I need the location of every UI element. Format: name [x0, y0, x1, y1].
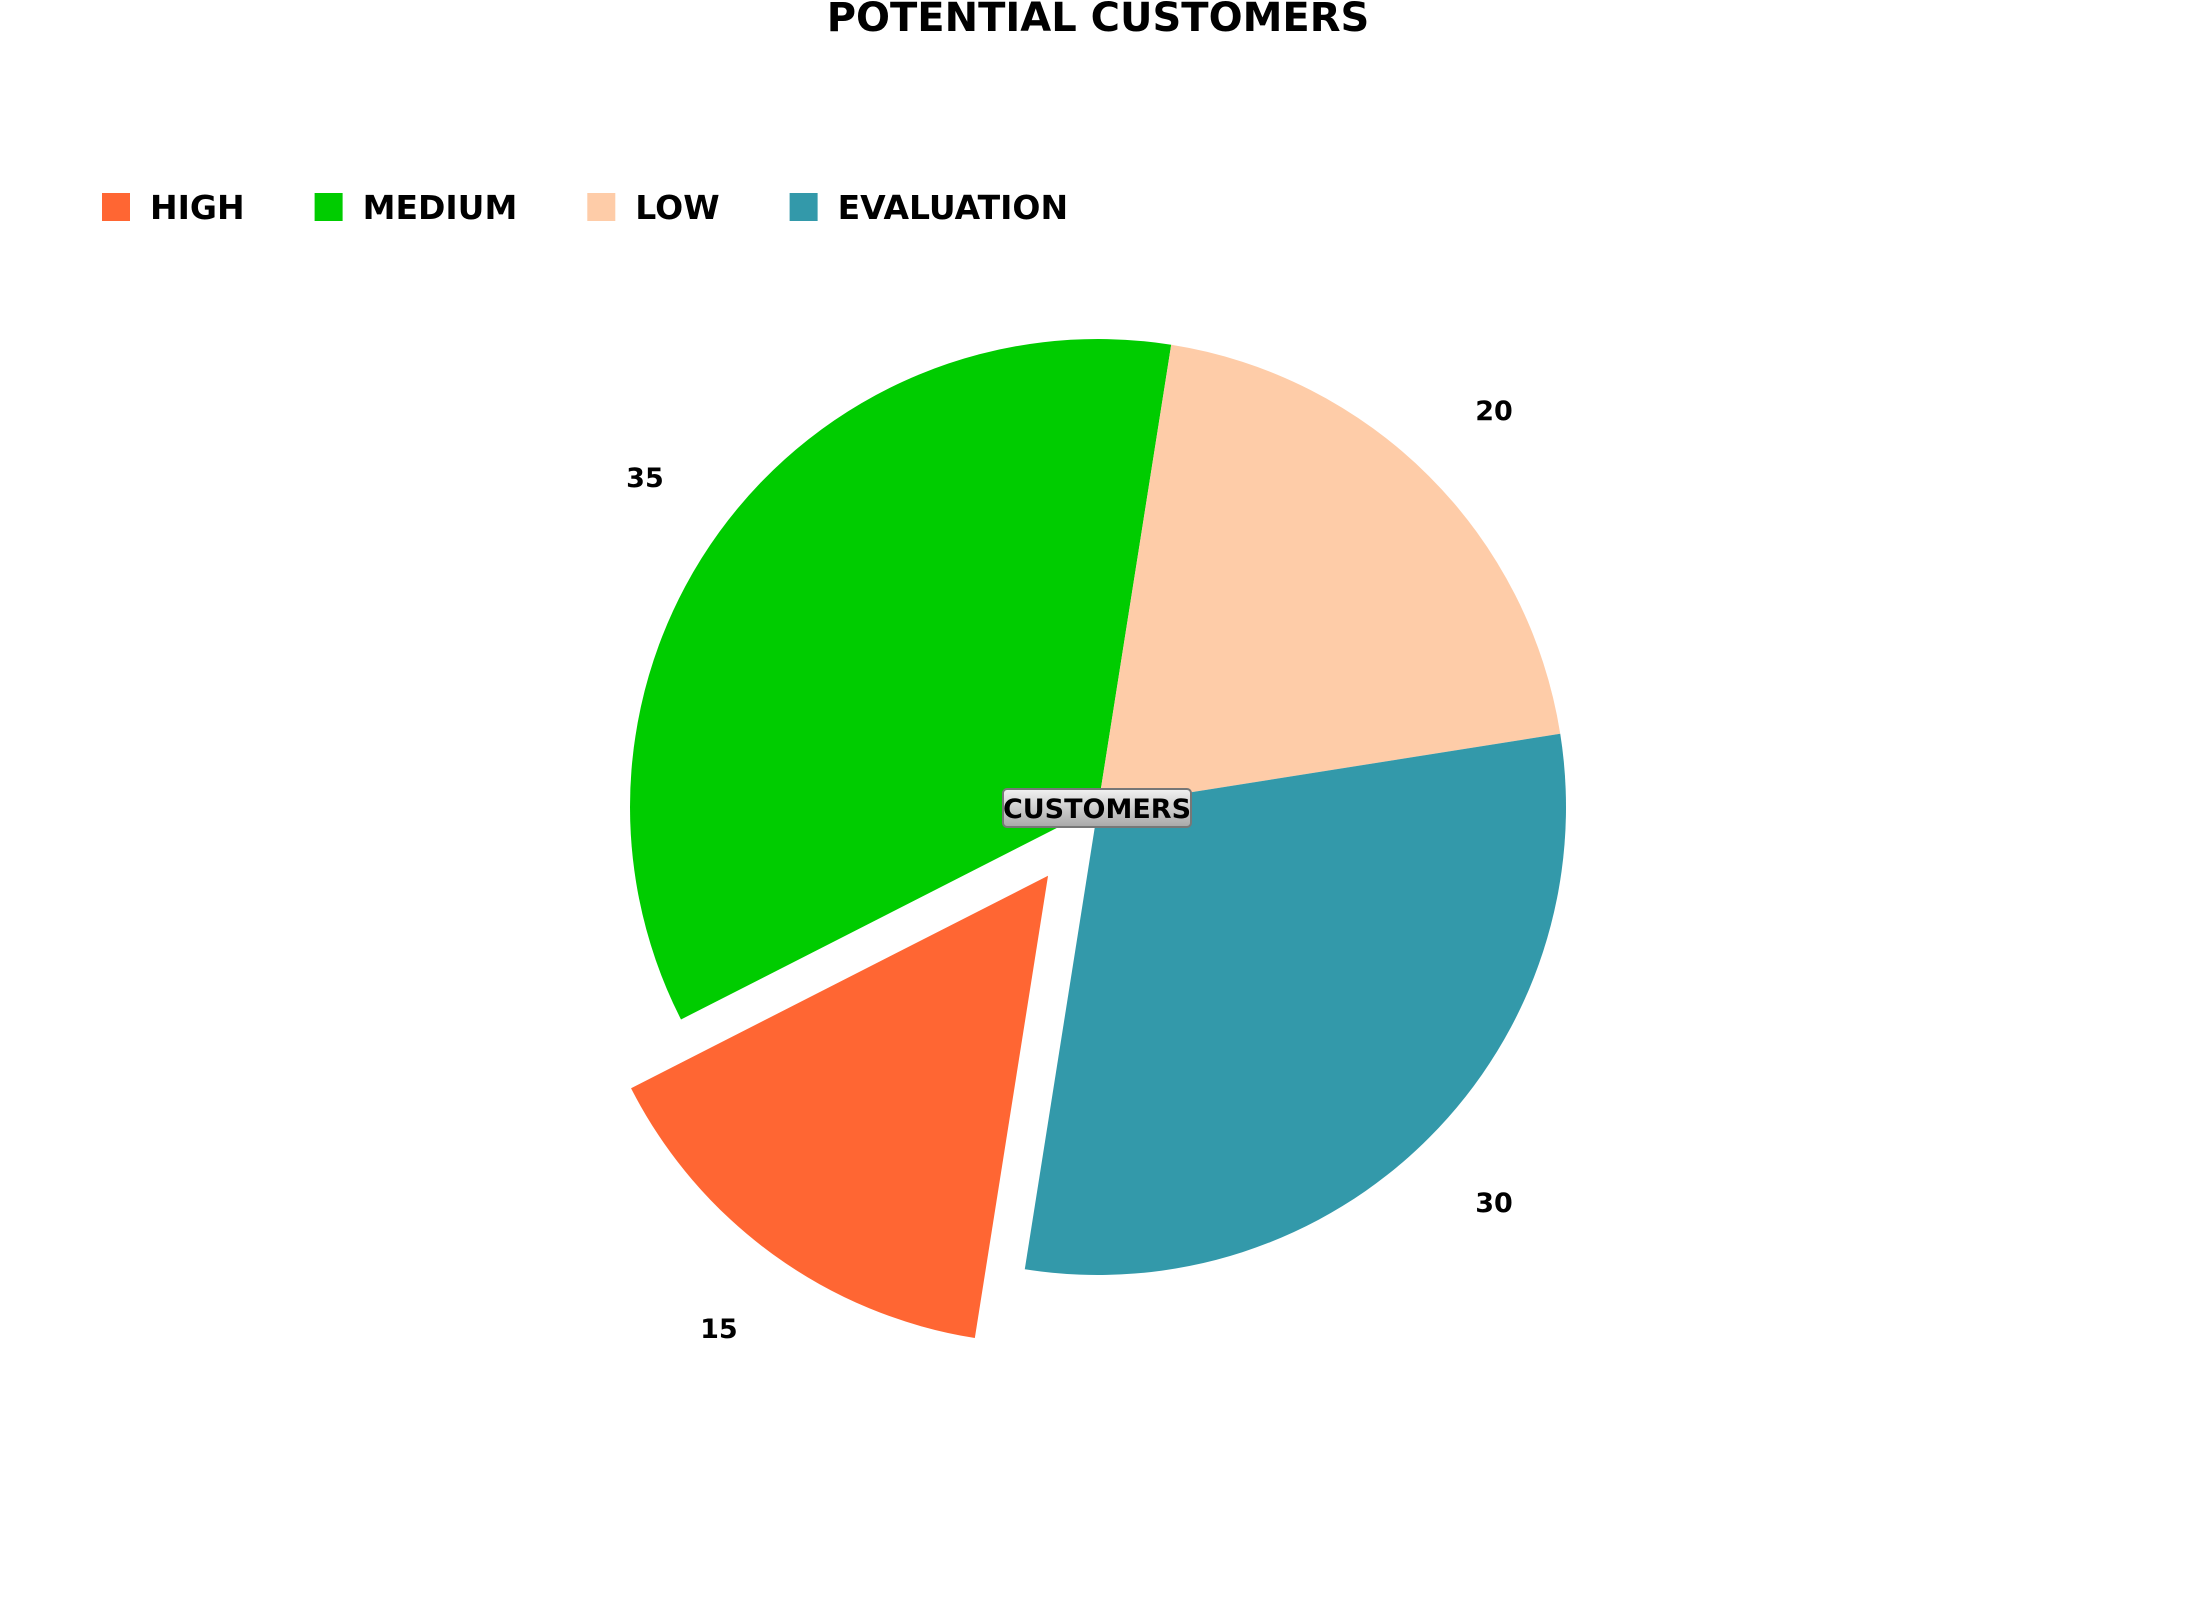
- legend-label-high: High: [150, 188, 245, 227]
- legend-item-evaluation[interactable]: Evaluation: [789, 188, 1068, 227]
- legend-label-medium: Medium: [363, 188, 518, 227]
- slice-value-label-high: 15: [700, 1314, 738, 1345]
- legend-label-evaluation: Evaluation: [838, 188, 1068, 227]
- center-label: Customers: [1002, 788, 1192, 828]
- slice-value-labels: 15 35 20 30: [626, 396, 1513, 1345]
- legend-label-low: Low: [635, 188, 719, 227]
- legend-swatch-medium: [314, 193, 343, 221]
- legend-item-low[interactable]: Low: [587, 188, 720, 227]
- pie-slice-medium: [630, 339, 1172, 1020]
- center-label-text: Customers: [1003, 794, 1191, 825]
- slice-value-label-evaluation: 30: [1475, 1188, 1513, 1219]
- legend-swatch-evaluation: [789, 193, 818, 221]
- slice-value-label-medium: 35: [626, 463, 664, 494]
- center-label-box: [1002, 788, 1192, 828]
- pie-slice-high: [631, 875, 1049, 1339]
- legend-swatch-low: [587, 193, 616, 221]
- slice-value-label-low: 20: [1475, 396, 1513, 427]
- legend-item-high[interactable]: High: [102, 188, 245, 227]
- pie-slice-evaluation: [1024, 733, 1567, 1275]
- legend: High Medium Low Evaluation: [102, 188, 1068, 227]
- pie-slices: [630, 339, 1567, 1339]
- legend-swatch-high: [102, 193, 130, 221]
- legend-item-medium[interactable]: Medium: [314, 188, 518, 227]
- chart-title: Potential Customers: [827, 0, 1370, 41]
- pie-slice-low: [1098, 344, 1561, 807]
